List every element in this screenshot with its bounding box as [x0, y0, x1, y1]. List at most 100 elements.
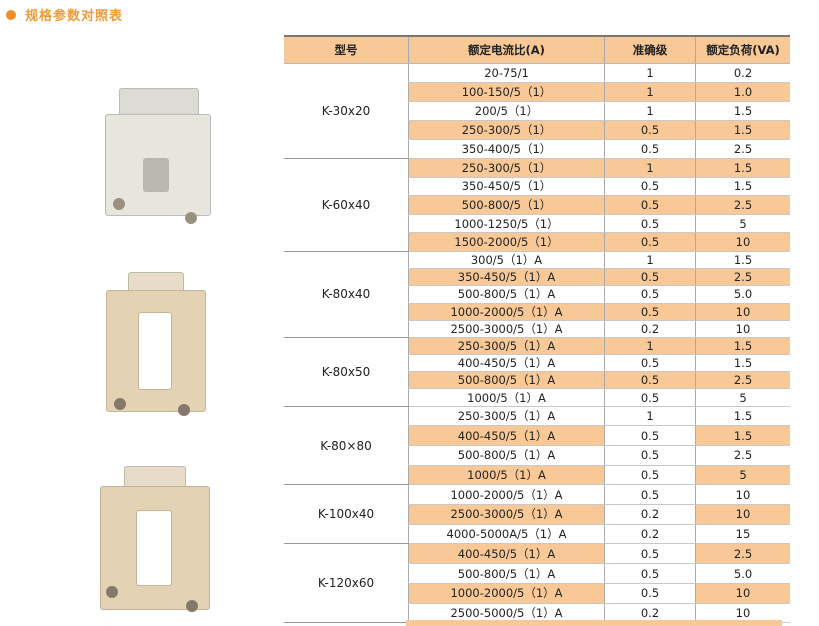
ratio-cell: 350-450/5（1）A [408, 268, 605, 287]
accuracy-cell: 0.5 [604, 371, 696, 390]
table-row: 350-450/5（1）A 0.5 2.5 [284, 268, 790, 287]
ratio-cell: 350-400/5（1） [408, 139, 605, 159]
model-cell: K-120x60 [284, 543, 409, 624]
ratio-cell: 100-150/5（1） [408, 82, 605, 102]
section-title: 规格参数对照表 [6, 5, 123, 24]
ratio-cell: 500-800/5（1） [408, 195, 605, 215]
model-cell: K-60x40 [284, 158, 409, 252]
model-cell: K-100x40 [284, 484, 409, 545]
header-model: 型号 [284, 35, 409, 64]
model-cell: K-80×80 [284, 406, 409, 486]
accuracy-cell: 1 [604, 158, 696, 178]
table-row: 1000/5（1）A 0.5 5 [284, 465, 790, 486]
table-row: 200/5（1） 1 1.5 [284, 101, 790, 121]
accuracy-cell: 1 [604, 251, 696, 270]
accuracy-cell: 0.5 [604, 303, 696, 321]
ratio-cell: 500-800/5（1）A [408, 371, 605, 390]
ratio-cell: 300/5（1）A [408, 251, 605, 270]
header-accuracy: 准确级 [604, 35, 696, 64]
burden-cell: 10 [695, 232, 790, 252]
ratio-cell: 1000-2000/5（1）A [408, 583, 605, 604]
accuracy-cell: 0.5 [604, 177, 696, 197]
ratio-cell: 2500-3000/5（1）A [408, 320, 605, 338]
ratio-cell: 400-450/5（1）A [408, 543, 605, 565]
burden-cell: 2.5 [695, 268, 790, 287]
ratio-cell: 1000-1250/5（1） [408, 214, 605, 234]
table-row: K-120x60 400-450/5（1）A 0.5 2.5 [284, 543, 790, 624]
bullet-icon [6, 9, 16, 20]
burden-cell: 10 [695, 583, 790, 604]
table-row: 1500-2000/5（1） 0.5 10 [284, 232, 790, 252]
ratio-cell: 250-300/5（1） [408, 158, 605, 178]
burden-cell: 2.5 [695, 543, 790, 565]
product-image-small-ct [105, 88, 213, 226]
accuracy-cell: 0.5 [604, 214, 696, 234]
table-row: 350-450/5（1） 0.5 1.5 [284, 177, 790, 197]
burden-cell: 1.5 [695, 406, 790, 427]
table-row: K-100x40 1000-2000/5（1）A 0.5 10 [284, 484, 790, 545]
accuracy-cell: 0.5 [604, 583, 696, 604]
table-row: 4000-5000A/5（1）A 0.2 15 [284, 524, 790, 545]
table-row: 350-400/5（1） 0.5 2.5 [284, 139, 790, 159]
burden-cell: 1.5 [695, 425, 790, 447]
burden-cell: 5.0 [695, 285, 790, 304]
burden-cell: 1.0 [695, 82, 790, 102]
accuracy-cell: 0.5 [604, 354, 696, 373]
table-row: 2500-3000/5（1）A 0.2 10 [284, 504, 790, 525]
table-row: 500-800/5（1）A 0.5 2.5 [284, 371, 790, 390]
header-burden: 额定负荷(VA) [695, 35, 790, 64]
table-row: 500-800/5（1）A 0.5 5.0 [284, 285, 790, 304]
accuracy-cell: 0.5 [604, 388, 696, 407]
ratio-cell: 1500-2000/5（1） [408, 232, 605, 252]
product-image-medium-ct [106, 272, 206, 417]
model-cell: K-80x40 [284, 251, 409, 338]
table-continuation [406, 620, 782, 626]
accuracy-cell: 0.2 [604, 524, 696, 545]
ratio-cell: 250-300/5（1）A [408, 337, 605, 356]
table-row: 400-450/5（1）A 0.5 1.5 [284, 425, 790, 447]
ratio-cell: 250-300/5（1） [408, 120, 605, 140]
accuracy-cell: 0.5 [604, 285, 696, 304]
table-row: K-30x20 20-75/1 1 0.2 [284, 63, 790, 159]
ratio-cell: 2500-3000/5（1）A [408, 504, 605, 525]
header-ratio: 额定电流比(A) [408, 35, 605, 64]
burden-cell: 2.5 [695, 139, 790, 159]
accuracy-cell: 0.5 [604, 268, 696, 287]
ratio-cell: 1000/5（1）A [408, 465, 605, 486]
table-row: K-60x40 250-300/5（1） 1 1.5 [284, 158, 790, 252]
accuracy-cell: 0.5 [604, 445, 696, 466]
accuracy-cell: 1 [604, 406, 696, 427]
table-header-row: 型号 额定电流比(A) 准确级 额定负荷(VA) [284, 35, 790, 64]
table-row: 250-300/5（1） 0.5 1.5 [284, 120, 790, 140]
table-row: 500-800/5（1）A 0.5 5.0 [284, 563, 790, 584]
table-row: 400-450/5（1）A 0.5 1.5 [284, 354, 790, 373]
accuracy-cell: 0.5 [604, 484, 696, 506]
model-cell: K-80x50 [284, 337, 409, 407]
ratio-cell: 400-450/5（1）A [408, 354, 605, 373]
spec-table: 型号 额定电流比(A) 准确级 额定负荷(VA) K-30x20 20-75/1 1… [284, 35, 790, 624]
burden-cell: 5 [695, 465, 790, 486]
accuracy-cell: 0.5 [604, 139, 696, 159]
table-row: K-80×80 250-300/5（1）A 1 1.5 [284, 406, 790, 486]
accuracy-cell: 0.5 [604, 465, 696, 486]
burden-cell: 10 [695, 504, 790, 525]
ratio-cell: 350-450/5（1） [408, 177, 605, 197]
ratio-cell: 400-450/5（1）A [408, 425, 605, 447]
section-title-text: 规格参数对照表 [25, 9, 124, 24]
ratio-cell: 20-75/1 [408, 63, 605, 83]
table-row: 500-800/5（1） 0.5 2.5 [284, 195, 790, 215]
ratio-cell: 1000-2000/5（1）A [408, 303, 605, 321]
accuracy-cell: 1 [604, 63, 696, 83]
table-row: 1000-1250/5（1） 0.5 5 [284, 214, 790, 234]
burden-cell: 5 [695, 388, 790, 407]
ratio-cell: 500-800/5（1）A [408, 563, 605, 584]
product-image-large-ct [100, 466, 210, 616]
accuracy-cell: 0.5 [604, 563, 696, 584]
ratio-cell: 250-300/5（1）A [408, 406, 605, 427]
burden-cell: 1.5 [695, 177, 790, 197]
burden-cell: 10 [695, 320, 790, 338]
ratio-cell: 200/5（1） [408, 101, 605, 121]
table-row: 1000/5（1）A 0.5 5 [284, 388, 790, 407]
burden-cell: 15 [695, 524, 790, 545]
accuracy-cell: 0.2 [604, 504, 696, 525]
